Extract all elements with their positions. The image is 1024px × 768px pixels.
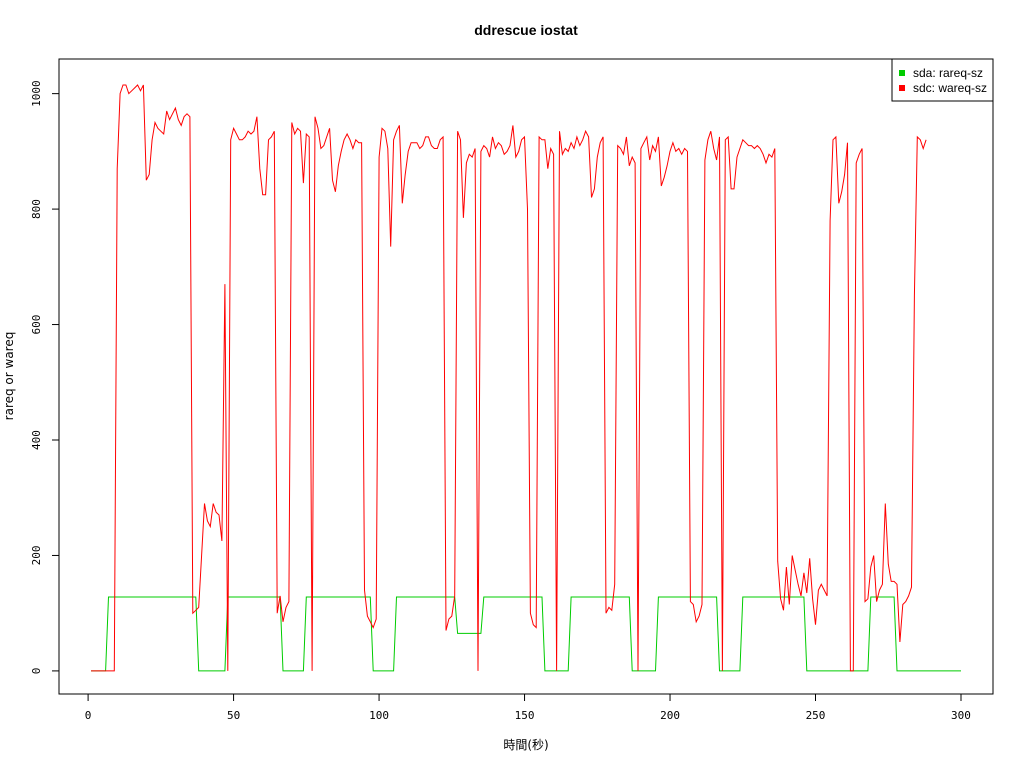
plot-lines <box>91 84 961 672</box>
y-tick-label: 200 <box>30 546 43 566</box>
x-tick-label: 50 <box>227 709 240 722</box>
x-tick-label: 0 <box>85 709 92 722</box>
x-tick-label: 150 <box>515 709 535 722</box>
series-line-sdc-wareq <box>91 84 927 672</box>
x-axis-label: 時間(秒) <box>503 738 548 752</box>
x-tick-label: 100 <box>369 709 389 722</box>
y-axis-label: rareq or wareq <box>2 332 16 421</box>
x-tick-label: 200 <box>660 709 680 722</box>
x-axis: 0 50 100 150 200 250 300 <box>85 693 971 722</box>
legend-swatch <box>899 85 905 91</box>
y-tick-label: 1000 <box>30 80 43 107</box>
y-tick-label: 800 <box>30 199 43 219</box>
legend-entry: sda: rareq-sz <box>913 66 983 80</box>
x-tick-label: 300 <box>951 709 971 722</box>
legend-entry: sdc: wareq-sz <box>913 81 987 95</box>
chart-title: ddrescue iostat <box>474 22 578 38</box>
x-tick-label: 250 <box>806 709 826 722</box>
y-axis: 0 200 400 600 800 1000 <box>30 80 60 675</box>
series-line-sda-rareq <box>91 596 961 672</box>
legend-swatch <box>899 70 905 76</box>
y-tick-label: 400 <box>30 430 43 450</box>
y-tick-label: 0 <box>30 668 43 675</box>
y-tick-label: 600 <box>30 315 43 335</box>
legend-box <box>891 58 994 102</box>
